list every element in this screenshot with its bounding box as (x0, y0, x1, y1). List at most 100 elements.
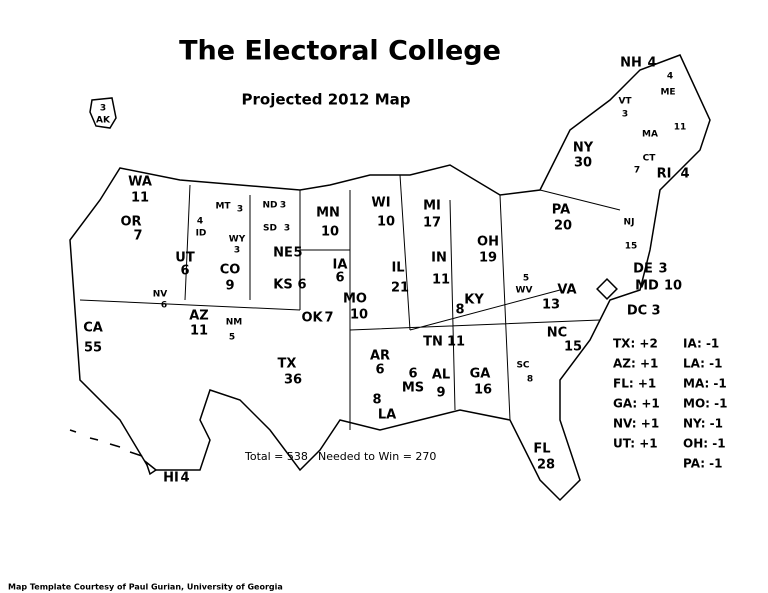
total: Total = 538 (244, 450, 308, 463)
loss: IA: -1 (683, 337, 719, 351)
loss: OH: -1 (683, 437, 726, 451)
state-votes: 11 (447, 335, 465, 350)
loss: MA: -1 (683, 377, 727, 391)
state-abbr: FL (533, 442, 550, 457)
state-abbr: NC (547, 326, 567, 341)
state-abbr: MN (316, 206, 340, 221)
state-votes: 6 (335, 271, 344, 286)
state-votes: 3 (280, 201, 286, 211)
state-votes: 3 (651, 304, 660, 319)
state-abbr: IN (431, 251, 447, 266)
state-abbr: KY (464, 293, 484, 308)
state-abbr: MS (402, 381, 424, 396)
state-abbr: OH (477, 235, 499, 250)
loss: LA: -1 (683, 357, 722, 371)
map-outline (69, 54, 711, 502)
state-votes: 7 (324, 311, 333, 326)
hawaii-shape (69, 429, 158, 476)
state-votes: 19 (479, 251, 497, 266)
state-abbr: AZ (189, 309, 209, 324)
state-abbr: HI (163, 471, 179, 486)
state-votes: 15 (564, 340, 582, 355)
state-votes: 10 (350, 308, 368, 323)
state-abbr: PA (552, 203, 570, 218)
state-votes: 8 (372, 393, 381, 408)
state-votes: 6 (375, 363, 384, 378)
dc-box (596, 278, 618, 300)
state-abbr: MT (215, 202, 231, 212)
state-votes: 20 (554, 219, 572, 234)
state-votes: 5 (523, 274, 529, 284)
state-votes: 28 (537, 458, 555, 473)
state-abbr: MD (635, 279, 659, 294)
usa-shape (69, 54, 711, 502)
state-abbr: CO (220, 263, 241, 278)
state-votes: 6 (408, 367, 417, 382)
title: The Electoral College (179, 36, 501, 67)
alaska-shape (89, 97, 117, 129)
state-abbr: NM (226, 318, 243, 328)
state-votes: 9 (436, 386, 445, 401)
state-votes: 7 (133, 229, 142, 244)
state-abbr: RI (657, 167, 672, 182)
state-borders (79, 174, 621, 430)
state-abbr: NE (273, 246, 293, 261)
state-votes: 11 (432, 273, 450, 288)
needed: Needed to Win = 270 (318, 450, 436, 463)
state-abbr: OK (301, 311, 323, 326)
loss: PA: -1 (683, 457, 723, 471)
state-abbr: ME (660, 88, 675, 98)
state-abbr: AK (96, 116, 111, 126)
state-abbr: VA (557, 283, 576, 298)
state-votes: 17 (423, 216, 441, 231)
gain: AZ: +1 (613, 357, 658, 371)
state-abbr: MA (642, 130, 658, 140)
state-abbr: WI (371, 196, 390, 211)
state-votes: 5 (229, 333, 235, 343)
gain: NV: +1 (613, 417, 659, 431)
state-votes: 10 (377, 215, 395, 230)
state-votes: 3 (237, 205, 243, 215)
state-votes: 3 (234, 246, 240, 256)
state-abbr: DC (627, 304, 647, 319)
state-votes: 9 (225, 279, 234, 294)
state-abbr: WY (229, 235, 246, 245)
state-votes: 21 (391, 281, 409, 296)
state-votes: 11 (131, 191, 149, 206)
loss: NY: -1 (683, 417, 723, 431)
state-votes: 4 (680, 167, 689, 182)
state-votes: 3 (284, 224, 290, 234)
state-abbr: KS (273, 278, 292, 293)
state-votes: 4 (180, 471, 189, 486)
state-votes: 13 (542, 298, 560, 313)
state-votes: 5 (293, 246, 302, 261)
state-abbr: NY (573, 141, 594, 156)
state-votes: 4 (647, 56, 656, 71)
state-abbr: SC (516, 361, 529, 371)
state-abbr: SD (263, 224, 277, 234)
state-votes: 10 (664, 279, 682, 294)
state-abbr: AR (370, 349, 390, 364)
state-abbr: OR (120, 215, 141, 230)
state-votes: 8 (455, 303, 464, 318)
state-votes: 4 (197, 217, 203, 227)
state-votes: 55 (84, 341, 102, 356)
state-abbr: NV (153, 290, 168, 300)
border (79, 174, 621, 430)
state-votes: 6 (180, 264, 189, 279)
state-votes: 36 (284, 373, 302, 388)
state-votes: 4 (667, 72, 673, 82)
state-abbr: TX (278, 357, 297, 372)
state-abbr: WV (516, 286, 533, 296)
gain: TX: +2 (613, 337, 658, 351)
state-votes: 11 (190, 324, 208, 339)
state-abbr: TN (423, 335, 443, 350)
gain: UT: +1 (613, 437, 658, 451)
state-abbr: NH (620, 56, 642, 71)
gain: GA: +1 (613, 397, 660, 411)
state-votes: 3 (622, 110, 628, 120)
state-votes: 10 (321, 225, 339, 240)
gain: FL: +1 (613, 377, 656, 391)
state-votes: 8 (527, 375, 533, 385)
